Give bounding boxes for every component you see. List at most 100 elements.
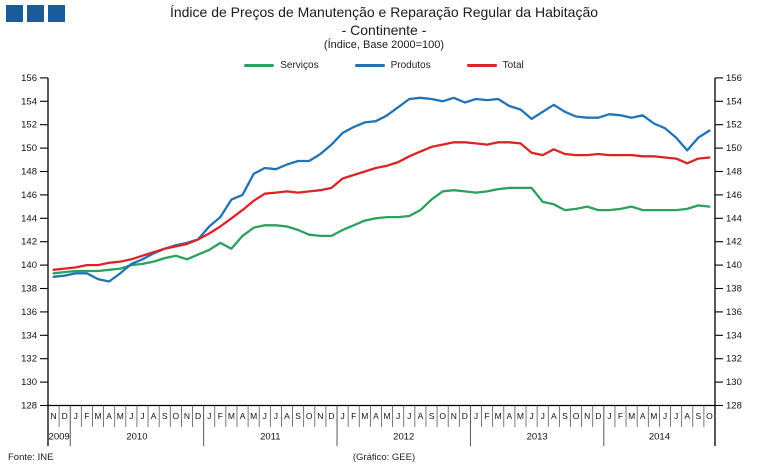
svg-text:A: A [106,411,112,421]
chart-subtitle-base: (Índice, Base 2000=100) [323,39,445,52]
svg-text:2014: 2014 [649,432,670,443]
svg-text:F: F [84,411,89,421]
svg-text:M: M [361,411,368,421]
svg-text:150: 150 [726,143,742,154]
svg-text:S: S [162,411,168,421]
svg-text:N: N [184,411,190,421]
svg-text:F: F [618,411,623,421]
svg-text:J: J [529,411,533,421]
svg-text:128: 128 [726,401,742,412]
svg-text:134: 134 [726,330,742,341]
svg-text:132: 132 [21,354,37,365]
svg-text:154: 154 [726,96,742,107]
svg-text:J: J [396,411,400,421]
svg-text:2009: 2009 [49,432,70,443]
svg-text:2011: 2011 [260,432,280,443]
svg-text:D: D [62,411,68,421]
logo-square [6,5,23,22]
svg-text:142: 142 [21,237,37,248]
legend-label-servicos: Serviços [280,60,319,71]
svg-text:F: F [351,411,356,421]
svg-text:F: F [218,411,223,421]
svg-text:N: N [50,411,56,421]
svg-text:N: N [317,411,323,421]
svg-text:156: 156 [726,73,742,84]
svg-text:D: D [462,411,468,421]
svg-text:D: D [328,411,334,421]
chart-title: Índice de Preços de Manutenção e Reparaç… [169,4,599,20]
svg-text:136: 136 [726,307,742,318]
chart-subtitle-region: - Continente - [341,22,427,39]
svg-text:138: 138 [726,284,742,295]
chart-legend: Serviços Produtos Total [0,60,768,71]
svg-text:J: J [207,411,211,421]
svg-text:2012: 2012 [393,432,414,443]
svg-text:J: J [129,411,133,421]
total-line-swatch [466,64,497,67]
svg-text:A: A [284,411,290,421]
svg-text:144: 144 [21,213,37,224]
svg-text:148: 148 [726,167,742,178]
svg-text:136: 136 [21,307,37,318]
svg-text:S: S [695,411,701,421]
svg-text:J: J [541,411,545,421]
svg-text:O: O [439,411,446,421]
svg-text:F: F [485,411,490,421]
svg-text:J: J [474,411,478,421]
ine-logo [6,5,65,22]
svg-text:O: O [306,411,313,421]
legend-label-produtos: Produtos [390,60,431,71]
svg-text:A: A [151,411,157,421]
svg-text:N: N [451,411,457,421]
svg-text:148: 148 [21,167,37,178]
svg-text:140: 140 [726,260,742,271]
svg-text:J: J [140,411,144,421]
svg-text:J: J [274,411,278,421]
svg-text:J: J [263,411,267,421]
svg-text:130: 130 [726,377,742,388]
svg-text:152: 152 [726,120,742,131]
svg-text:140: 140 [21,260,37,271]
logo-square [48,5,65,22]
svg-text:M: M [628,411,635,421]
source-label: Fonte: INE [8,452,54,463]
produtos-line-swatch [354,64,385,67]
svg-text:152: 152 [21,120,37,131]
svg-text:A: A [551,411,557,421]
svg-text:144: 144 [726,213,742,224]
svg-text:M: M [650,411,657,421]
svg-text:128: 128 [21,401,37,412]
svg-text:M: M [94,411,101,421]
svg-text:J: J [674,411,678,421]
svg-text:138: 138 [21,284,37,295]
servicos-line-swatch [244,64,275,67]
legend-label-total: Total [502,60,524,71]
svg-text:J: J [407,411,411,421]
title-block: Índice de Preços de Manutenção e Reparaç… [0,4,768,52]
svg-text:D: D [195,411,201,421]
svg-text:J: J [340,411,344,421]
svg-text:132: 132 [726,354,742,365]
svg-text:J: J [74,411,78,421]
svg-text:S: S [295,411,301,421]
svg-text:J: J [607,411,611,421]
svg-text:146: 146 [21,190,37,201]
svg-text:130: 130 [21,377,37,388]
svg-text:A: A [684,411,690,421]
credit-label: (Gráfico: GEE) [352,452,416,463]
svg-text:O: O [706,411,713,421]
svg-text:2013: 2013 [527,432,548,443]
svg-text:146: 146 [726,190,742,201]
svg-text:M: M [517,411,524,421]
svg-text:2010: 2010 [126,432,147,443]
svg-text:M: M [228,411,235,421]
svg-text:M: M [250,411,257,421]
svg-text:J: J [663,411,667,421]
legend-item-total: Total [466,60,524,71]
svg-text:A: A [640,411,646,421]
svg-text:O: O [173,411,180,421]
chart-footer: Fonte: INE (Gráfico: GEE) [0,452,768,468]
svg-text:A: A [240,411,246,421]
